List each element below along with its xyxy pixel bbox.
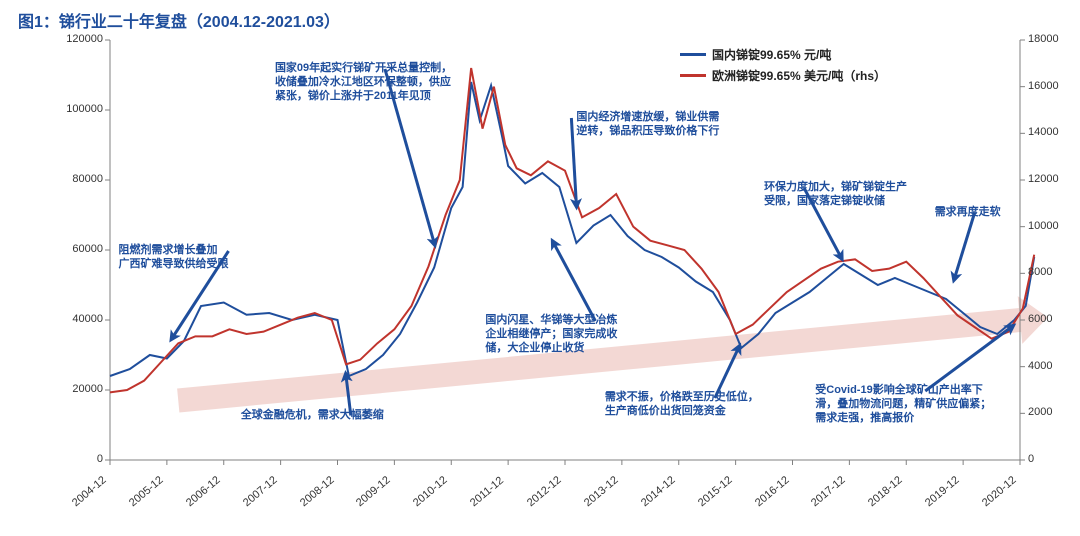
y-left-tick-label: 120000 [45,33,103,45]
y-right-tick-label: 8000 [1028,266,1052,278]
annotation-text: 环保力度加大，锑矿锑锭生产 受限，国家落定锑锭收储 [764,180,907,208]
y-right-tick-label: 16000 [1028,80,1059,92]
annotation-text: 国内经济增速放缓，锑业供需 逆转，锑品积压导致价格下行 [576,110,719,138]
y-left-tick-label: 60000 [45,243,103,255]
legend-item: 国内锑锭99.65% 元/吨 [680,46,886,63]
annotation-text: 国内闪星、华锑等大型冶炼 企业相继停产；国家完成收 储，大企业停止收货 [485,313,617,355]
annotation-arrow [554,243,596,321]
annotation-text: 全球金融危机，需求大幅萎缩 [241,408,384,422]
y-right-tick-label: 4000 [1028,360,1052,372]
legend-swatch [680,74,706,77]
y-right-tick-label: 12000 [1028,173,1059,185]
y-left-tick-label: 20000 [45,383,103,395]
y-left-tick-label: 100000 [45,103,103,115]
figure: 图1：锑行业二十年复盘（2004.12-2021.03） 02000040000… [0,0,1080,536]
annotation-text: 受Covid-19影响全球矿山产出率下 滑，叠加物流问题，精矿供应偏紧； 需求走… [815,383,991,425]
y-right-tick-label: 10000 [1028,220,1059,232]
y-right-tick-label: 14000 [1028,126,1059,138]
y-left-tick-label: 80000 [45,173,103,185]
y-left-tick-label: 40000 [45,313,103,325]
y-right-tick-label: 6000 [1028,313,1052,325]
y-right-tick-label: 18000 [1028,33,1059,45]
legend-item: 欧洲锑锭99.65% 美元/吨（rhs） [680,67,886,84]
legend-swatch [680,53,706,56]
annotation-arrow [955,213,975,279]
legend-label: 欧洲锑锭99.65% 美元/吨（rhs） [712,67,886,84]
y-left-tick-label: 0 [45,453,103,465]
legend: 国内锑锭99.65% 元/吨 欧洲锑锭99.65% 美元/吨（rhs） [680,46,886,88]
legend-label: 国内锑锭99.65% 元/吨 [712,46,831,63]
annotation-text: 阻燃剂需求增长叠加 广西矿难导致供给受限 [119,243,229,271]
annotation-text: 需求再度走软 [935,205,1001,219]
annotation-text: 国家09年起实行锑矿开采总量控制， 收储叠加冷水江地区环保整顿，供应 紧张，锑价… [275,61,452,103]
y-right-tick-label: 2000 [1028,406,1052,418]
annotation-text: 需求不振，价格跌至历史低位， 生产商低价出货回笼资金 [605,390,759,418]
y-right-tick-label: 0 [1028,453,1034,465]
